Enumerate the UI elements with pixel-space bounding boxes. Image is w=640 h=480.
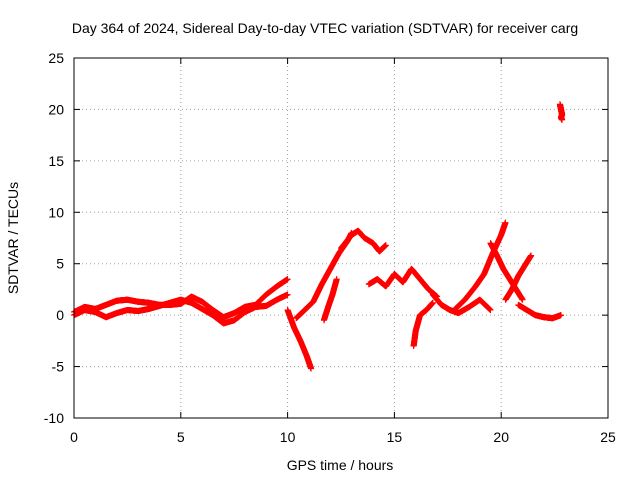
series-rise_20_21h — [502, 252, 535, 303]
data-point — [528, 252, 535, 259]
x-tick-label: 25 — [600, 429, 616, 445]
series-layer — [71, 101, 566, 372]
grid-layer — [74, 58, 608, 418]
x-tick-label: 5 — [177, 429, 185, 445]
series-band_a_low — [71, 291, 291, 327]
data-point — [429, 299, 436, 306]
data-point — [558, 312, 565, 319]
x-tick-labels: 0 5 10 15 20 25 — [70, 429, 616, 445]
y-tick-label: -5 — [52, 359, 65, 375]
x-axis-label: GPS time / hours — [287, 457, 394, 473]
series-steps_12_13h — [320, 276, 340, 324]
data-point — [284, 291, 291, 298]
series-band_a_high — [71, 276, 291, 321]
data-point — [333, 276, 340, 283]
y-tick-label: 10 — [48, 204, 64, 220]
series-dip_11h — [284, 307, 315, 372]
data-point — [284, 276, 291, 283]
data-point — [308, 365, 315, 372]
y-tick-label: 25 — [48, 50, 64, 66]
series-climb_16h — [410, 299, 436, 349]
plot-frame — [73, 57, 609, 419]
y-tick-label: 20 — [48, 101, 64, 117]
data-point — [382, 242, 389, 249]
x-tick-label: 0 — [70, 429, 78, 445]
y-tick-label: -10 — [44, 410, 64, 426]
y-tick-label: 5 — [56, 256, 64, 272]
y-tick-label: 15 — [48, 153, 64, 169]
series-hump_13_15h — [338, 227, 389, 255]
series-rise_18_20h — [451, 219, 509, 313]
y-tick-labels: -10 -5 0 5 10 15 20 25 — [44, 50, 64, 426]
data-point — [487, 307, 494, 313]
y-tick-label: 0 — [56, 307, 64, 323]
data-point — [559, 116, 566, 123]
series-outlier_22_8h — [556, 101, 566, 123]
y-axis-label: SDTVAR / TECUs — [5, 182, 21, 294]
x-tick-label: 15 — [387, 429, 403, 445]
data-point — [519, 296, 526, 303]
x-tick-label: 10 — [280, 429, 296, 445]
x-tick-label: 20 — [493, 429, 509, 445]
data-point — [502, 219, 509, 226]
chart-title: Day 364 of 2024, Sidereal Day-to-day VTE… — [72, 20, 578, 36]
series-tail_21_23h — [515, 301, 565, 322]
